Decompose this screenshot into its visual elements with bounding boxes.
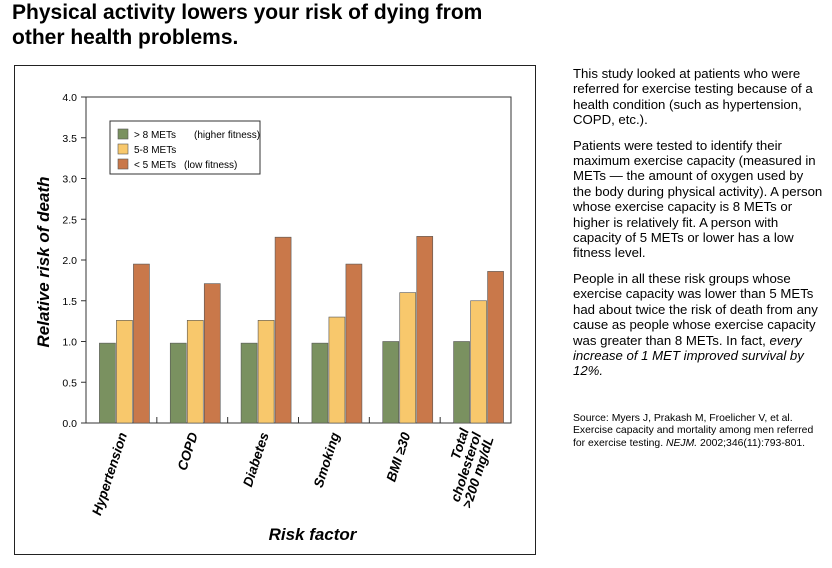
y-axis-label: Relative risk of death bbox=[34, 176, 53, 347]
y-tick-label: 1.5 bbox=[62, 296, 77, 308]
page-title: Physical activity lowers your risk of dy… bbox=[12, 1, 483, 49]
results-highlight: every increase of 1 MET improved surviva… bbox=[573, 332, 804, 379]
source-journal: NEJM. bbox=[665, 437, 698, 449]
mets-explanation: Patients were tested to identify their m… bbox=[573, 137, 823, 261]
y-tick-label: 2.5 bbox=[62, 214, 77, 226]
legend-swatch bbox=[117, 143, 129, 155]
results-text: People in all these risk groups whose ex… bbox=[573, 270, 818, 348]
y-tick-label: 3.5 bbox=[62, 133, 77, 145]
bar bbox=[133, 263, 150, 424]
bar bbox=[99, 342, 116, 424]
chart-panel: 0.0 0.5 1.0 1.5 2.0 2.5 3.0 3.5 4.0 Hypertension C… bbox=[14, 65, 536, 555]
y-tick-label: 1.0 bbox=[62, 337, 77, 349]
x-category-label: Hypertension bbox=[89, 431, 130, 518]
x-category-label-line: COPD bbox=[175, 430, 201, 472]
legend-label: < 5 METs bbox=[134, 160, 176, 171]
bar bbox=[169, 342, 187, 424]
x-category-label: Diabetes bbox=[240, 430, 272, 489]
x-category-label-line: Smoking bbox=[311, 430, 343, 490]
bar-chart: 0.0 0.5 1.0 1.5 2.0 2.5 3.0 3.5 4.0 Hypertension C… bbox=[34, 92, 512, 544]
bar bbox=[311, 342, 329, 424]
legend-box bbox=[109, 120, 261, 175]
bar bbox=[345, 263, 363, 424]
bar bbox=[399, 292, 417, 424]
bar bbox=[240, 342, 258, 424]
x-category-label: BMI ≥30 bbox=[383, 430, 413, 484]
x-category-label-line: Hypertension bbox=[89, 431, 130, 518]
source-text: Source: Myers J, Prakash M, Froelicher V… bbox=[573, 412, 814, 449]
bar bbox=[453, 341, 470, 424]
bar bbox=[382, 341, 400, 424]
x-category-label: Smoking bbox=[311, 430, 343, 490]
legend-note: (low fitness) bbox=[184, 160, 237, 171]
x-category-label: Totalcholesterol>200 mg/dL bbox=[435, 426, 497, 510]
legend-note: (higher fitness) bbox=[194, 130, 260, 141]
bar bbox=[487, 271, 504, 424]
bar bbox=[203, 283, 221, 424]
legend-label: 5-8 METs bbox=[134, 145, 176, 156]
x-axis-label: Risk factor bbox=[269, 525, 358, 544]
bar bbox=[186, 320, 204, 424]
source-citation: Source: Myers J, Prakash M, Froelicher V… bbox=[573, 413, 823, 451]
x-category-label-line: Diabetes bbox=[240, 430, 272, 489]
source-details: 2002;346(11):793-801. bbox=[697, 437, 806, 449]
legend-swatch bbox=[117, 128, 129, 140]
legend-label: > 8 METs bbox=[134, 130, 176, 141]
bar bbox=[416, 236, 434, 424]
x-category-label-line: BMI ≥30 bbox=[383, 430, 413, 484]
bar bbox=[274, 236, 292, 424]
y-tick-label: 0.0 bbox=[62, 418, 77, 430]
bar bbox=[257, 320, 275, 424]
y-tick-label: 4.0 bbox=[62, 92, 77, 104]
x-category-label: COPD bbox=[175, 430, 201, 472]
y-tick-label: 3.0 bbox=[62, 174, 77, 186]
explanation-panel: This study looked at patients who were r… bbox=[573, 66, 823, 461]
study-description: This study looked at patients who were r… bbox=[573, 66, 813, 128]
y-tick-label: 2.0 bbox=[62, 255, 77, 267]
bar bbox=[470, 300, 487, 424]
bar bbox=[328, 316, 346, 424]
y-tick-label: 0.5 bbox=[62, 377, 77, 389]
results-summary: People in all these risk groups whose ex… bbox=[573, 271, 823, 379]
bar bbox=[116, 320, 133, 424]
legend-swatch bbox=[117, 158, 129, 170]
